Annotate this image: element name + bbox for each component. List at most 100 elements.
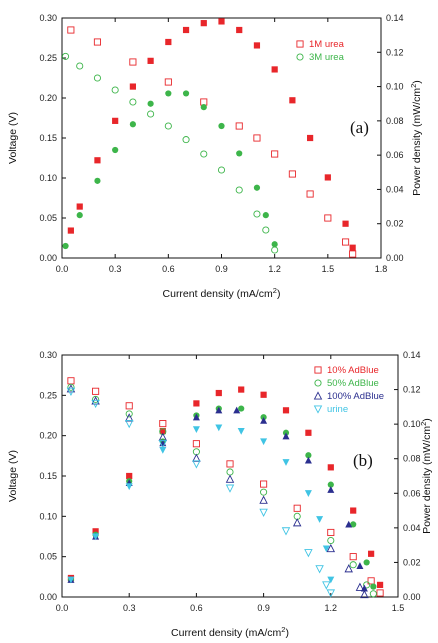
power-point [92, 528, 99, 535]
y-right-tick-label: 0.12 [386, 47, 404, 57]
voltage-point [363, 581, 371, 589]
voltage-point [200, 150, 208, 158]
voltage-point [91, 399, 100, 409]
power-point [260, 391, 267, 398]
power-point [192, 413, 200, 421]
x-tick-label: 1.5 [392, 603, 405, 613]
chart-panel-a: 0.0 0.3 0.6 0.9 1.2 1.5 1.80.000.050.100.150.2… [7, 13, 423, 300]
y-right-tick-label: 0.00 [403, 592, 421, 602]
y-right-tick-label: 0.06 [386, 150, 404, 160]
voltage-point [124, 413, 134, 422]
power-point [327, 481, 334, 488]
y-left-tick-label: 0.20 [39, 93, 57, 103]
power-point [262, 212, 269, 219]
x-tick-label: 0.9 [257, 603, 270, 613]
power-point [126, 472, 133, 480]
power-point [363, 559, 370, 566]
y-right-tick-label: 0.12 [403, 385, 421, 395]
panel-label: (a) [350, 118, 369, 137]
power-point [218, 122, 225, 130]
voltage-point [355, 582, 365, 591]
voltage-point [125, 402, 133, 410]
y-left-tick-label: 0.20 [39, 431, 57, 441]
voltage-point [327, 528, 335, 537]
panel-label: (b) [353, 451, 373, 470]
voltage-point [349, 553, 357, 561]
power-point [215, 424, 223, 432]
y-axis-left-label: Voltage (V) [7, 450, 19, 502]
power-point [260, 438, 268, 446]
power-point [327, 576, 335, 584]
legend-marker [313, 391, 323, 400]
voltage-point [259, 495, 268, 504]
power-point [253, 184, 261, 191]
power-point [282, 459, 290, 466]
voltage-point [293, 504, 301, 512]
voltage-point [93, 38, 101, 46]
series-1m-urea [67, 18, 357, 258]
voltage-point [159, 428, 167, 436]
x-tick-label: 1.2 [325, 603, 338, 613]
voltage-point [66, 387, 76, 396]
y-right-tick-label: 0.04 [403, 523, 421, 533]
power-point [237, 427, 245, 435]
power-point [67, 227, 74, 234]
voltage-point [327, 536, 335, 545]
y-axis-right: 0.00 0.02 0.04 0.06 0.08 0.10 0.12 0.14 [394, 350, 421, 602]
voltage-point [76, 62, 84, 70]
y-left-tick-label: 0.00 [39, 253, 57, 263]
power-point [125, 483, 133, 491]
power-point [342, 220, 349, 227]
voltage-point [67, 383, 75, 391]
power-point [67, 576, 75, 584]
power-point [218, 18, 225, 25]
voltage-point [129, 98, 137, 106]
voltage-point [259, 508, 268, 517]
power-point [147, 100, 154, 107]
power-point [322, 545, 330, 553]
voltage-point [326, 543, 336, 553]
x-tick-label: 1.5 [322, 264, 335, 274]
x-tick-label: 0.0 [56, 264, 69, 274]
power-point [112, 146, 119, 154]
y-right-tick-label: 0.14 [403, 350, 421, 360]
voltage-point [306, 190, 314, 198]
voltage-point [164, 122, 172, 130]
voltage-point [349, 250, 357, 258]
x-tick-label: 0.9 [215, 264, 228, 274]
voltage-point [111, 86, 119, 94]
power-point [76, 203, 83, 210]
voltage-point [225, 484, 235, 493]
power-point [159, 427, 166, 435]
x-tick-label: 1.8 [375, 264, 388, 274]
power-point [350, 507, 357, 514]
power-point [92, 533, 100, 541]
voltage-point [147, 110, 155, 118]
power-point [360, 584, 368, 592]
voltage-point [182, 136, 190, 144]
voltage-point [192, 440, 200, 448]
y-right-tick-label: 0.14 [386, 13, 404, 23]
voltage-point [158, 440, 168, 449]
y-right-tick-label: 0.10 [403, 419, 421, 429]
y-left-tick-label: 0.25 [39, 390, 57, 400]
x-tick-label: 0.3 [109, 264, 122, 274]
power-point [193, 400, 200, 407]
voltage-point [262, 226, 270, 234]
legend-marker [296, 40, 304, 48]
legend-label: 10% AdBlue [327, 365, 379, 376]
y-left-tick-label: 0.15 [39, 133, 57, 143]
voltage-point [315, 565, 324, 574]
power-point [215, 389, 222, 397]
y-axis-right: 0.00 0.02 0.04 0.06 0.08 0.10 0.12 0.14 [377, 13, 404, 263]
y-axis-left: 0.00 0.05 0.10 0.15 0.20 0.25 0.30 [39, 350, 66, 602]
power-point [271, 66, 278, 73]
power-point [282, 432, 290, 440]
voltage-point [271, 150, 279, 158]
voltage-point [217, 166, 226, 174]
y-left-tick-label: 0.10 [39, 173, 57, 183]
y-left-tick-label: 0.15 [39, 471, 57, 481]
y-right-tick-label: 0.08 [403, 454, 421, 464]
y-left-tick-label: 0.10 [39, 511, 57, 521]
